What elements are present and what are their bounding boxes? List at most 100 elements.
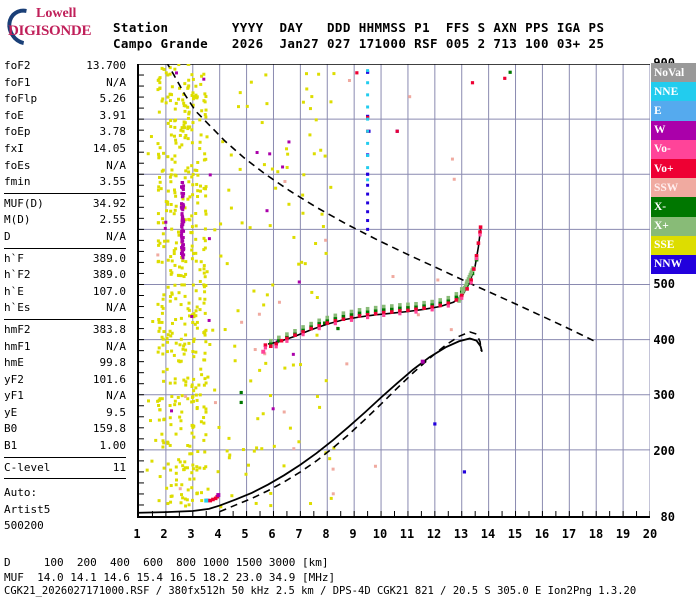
echo-series-o-trace [263, 225, 483, 349]
legend-item-vo[interactable]: Vo- [651, 139, 696, 159]
y-tick-200: 200 [653, 443, 675, 458]
param-key: h`F2 [4, 268, 31, 282]
doppler-legend: NoVal NNE E W Vo- Vo+ SSW X- X+ SSE NNW [651, 63, 696, 275]
param-group-muf: MUF(D) 34.92 M(D) 2.55 D N/A [4, 196, 126, 246]
param-key: C-level [4, 460, 51, 474]
ionogram-canvas[interactable] [139, 64, 650, 516]
x-axis-labels: 1 2 3 4 5 6 7 8 9 10 11 12 13 14 15 16 17 18 19 20 [100, 527, 700, 547]
legend-item-noval[interactable]: NoVal [651, 63, 696, 83]
param-value: 101.6 [92, 372, 126, 386]
x-tick-19: 19 [615, 527, 631, 541]
echo-point-isolated [420, 359, 425, 364]
param-key: foEp [4, 125, 31, 139]
param-row-fmin: fmin 3.55 [4, 174, 126, 191]
x-tick-15: 15 [507, 527, 523, 541]
param-value: 383.8 [92, 322, 126, 336]
param-key: yF2 [4, 372, 24, 386]
station-header: Station YYYY DAY DDD HHMMSS P1 FFS S AXN… [113, 20, 604, 52]
legend-item-vo[interactable]: Vo+ [651, 158, 696, 179]
param-value: 3.55 [99, 175, 127, 189]
param-key: M(D) [4, 213, 31, 227]
param-value: N/A [106, 301, 126, 315]
param-key: D [4, 229, 11, 243]
y-tick-300: 300 [653, 388, 675, 403]
param-row-hmf2: hmF2 383.8 [4, 322, 126, 339]
x-tick-11: 11 [399, 527, 415, 541]
auto-line-2: 500200 [4, 519, 44, 533]
true-height-profile [139, 337, 483, 514]
param-value: 99.8 [99, 356, 127, 370]
param-key: h`F [4, 251, 24, 265]
legend-item-sse[interactable]: SSE [651, 235, 696, 255]
param-value: 11 [112, 460, 126, 474]
param-key: fxI [4, 141, 24, 155]
param-row-b1: B1 1.00 [4, 438, 126, 455]
y-tick-bottom: 80 [660, 510, 675, 524]
param-value: 107.0 [92, 284, 126, 298]
param-key: foF2 [4, 59, 31, 72]
param-row-ye: yE 9.5 [4, 405, 126, 422]
x-tick-7: 7 [295, 527, 303, 541]
divider-3 [4, 318, 126, 320]
divider-5 [4, 478, 126, 480]
x-tick-6: 6 [268, 527, 276, 541]
grid-lines [139, 64, 650, 516]
autoscaling-info: Auto: Artist5 500200 [4, 485, 50, 535]
param-key: fmin [4, 175, 31, 189]
param-key: B1 [4, 439, 18, 453]
param-row-hf: h`F 389.0 [4, 251, 126, 268]
x-tick-8: 8 [322, 527, 330, 541]
param-value: N/A [106, 229, 126, 243]
y-tick-500: 500 [653, 277, 675, 292]
legend-item-ssw[interactable]: SSW [651, 178, 696, 198]
param-value: N/A [106, 339, 126, 353]
param-row-hme: hmE 99.8 [4, 355, 126, 372]
param-value: 389.0 [92, 251, 126, 265]
footer-filename: CGK21_2026027171000.RSF / 380fx512h 50 k… [4, 585, 637, 597]
param-value: 3.78 [99, 125, 127, 139]
divider-4 [4, 456, 126, 458]
echo-series-e-layer-extra [204, 493, 221, 503]
param-row-md: M(D) 2.55 [4, 212, 126, 229]
param-row-b0: B0 159.8 [4, 421, 126, 438]
muf-dashed-curve [166, 64, 594, 342]
param-key: foEs [4, 158, 31, 172]
param-value: N/A [106, 75, 126, 89]
legend-item-w[interactable]: W [651, 120, 696, 140]
divider-1 [4, 192, 126, 194]
param-key: hmF1 [4, 339, 31, 353]
muf-row-frequency: MUF 14.0 14.1 14.6 15.4 16.5 18.2 23.0 3… [4, 570, 336, 584]
legend-item-x[interactable]: X+ [651, 216, 696, 236]
ionogram-parameters-panel: foF2 13.700 foF1 N/A foFlp 5.26 foE 3.91 foEp 3.7… [4, 58, 126, 481]
x-tick-12: 12 [426, 527, 442, 541]
param-value: 2.55 [99, 213, 127, 227]
param-value: 5.26 [99, 92, 127, 106]
legend-item-nnw[interactable]: NNW [651, 254, 696, 275]
param-group-frequencies: foF2 13.700 foF1 N/A foFlp 5.26 foE 3.91 foEp 3.7… [4, 58, 126, 191]
param-row-mufd: MUF(D) 34.92 [4, 196, 126, 213]
param-row-foe: foE 3.91 [4, 108, 126, 125]
ionogram-plot[interactable] [137, 64, 650, 518]
legend-item-nne[interactable]: NNE [651, 82, 696, 102]
x-tick-3: 3 [187, 527, 195, 541]
param-key: foE [4, 108, 24, 122]
param-row-fxi: fxI 14.05 [4, 141, 126, 158]
echo-series-vominus [261, 233, 482, 354]
param-row-fof2: foF2 13.700 [4, 58, 126, 75]
param-key: B0 [4, 422, 18, 436]
param-group-clevel: C-level 11 [4, 460, 126, 477]
param-row-foep: foEp 3.78 [4, 124, 126, 141]
divider-2 [4, 247, 126, 249]
noise-scatter [145, 64, 512, 509]
param-row-clevel: C-level 11 [4, 460, 126, 477]
legend-item-x[interactable]: X- [651, 197, 696, 217]
x-tick-14: 14 [480, 527, 496, 541]
legend-item-e[interactable]: E [651, 101, 696, 121]
x-tick-10: 10 [372, 527, 388, 541]
auto-line-0: Auto: [4, 486, 38, 499]
param-value: 13.700 [86, 59, 126, 72]
param-key: h`E [4, 284, 24, 298]
param-value: 1.00 [99, 439, 127, 453]
header-label-row: Station YYYY DAY DDD HHMMSS P1 FFS S AXN… [113, 20, 605, 35]
param-row-d: D N/A [4, 229, 126, 246]
